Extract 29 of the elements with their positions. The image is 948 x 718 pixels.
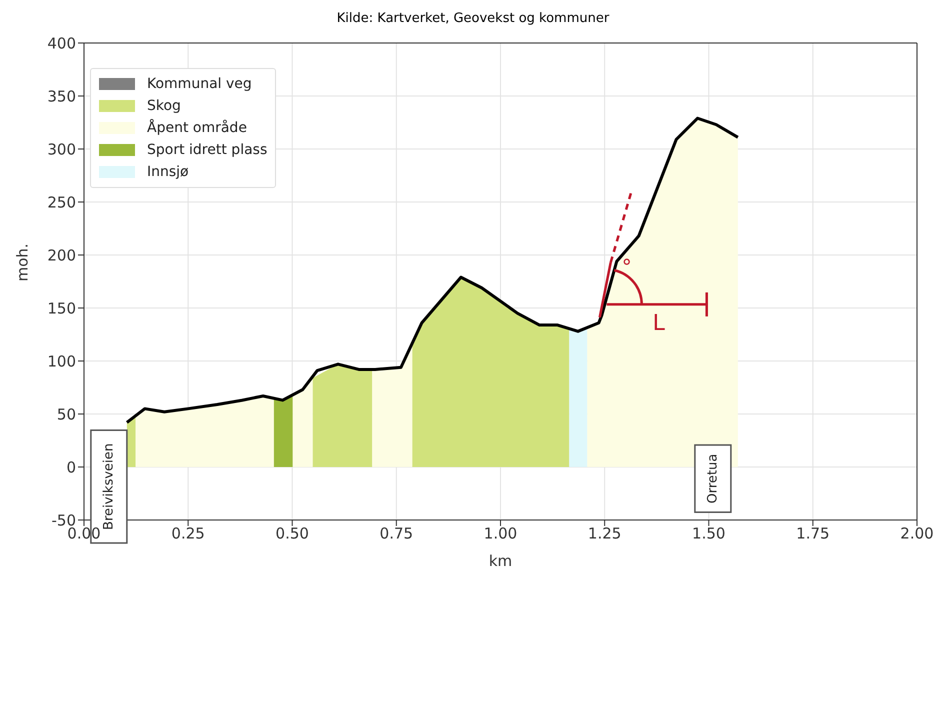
- y-tick-label: 300: [47, 140, 76, 158]
- y-tick-label: 100: [47, 352, 76, 370]
- annotation: Breiviksveien: [101, 443, 116, 530]
- annotation: L: [652, 310, 666, 336]
- x-tick-label: 0.75: [380, 524, 414, 543]
- annotation: °: [622, 254, 632, 278]
- y-tick-label: 150: [47, 299, 76, 318]
- legend-label: Innsjø: [147, 164, 189, 180]
- legend-label: Skog: [147, 98, 181, 114]
- x-tick-label: 2.00: [900, 524, 934, 543]
- y-tick-label: 400: [47, 34, 76, 52]
- legend-label: Kommunal veg: [147, 76, 252, 92]
- x-tick-label: 1.75: [796, 524, 830, 543]
- y-tick-label: 350: [47, 87, 76, 106]
- x-tick-label: 1.50: [692, 524, 726, 543]
- y-axis-title: moh.: [13, 243, 32, 282]
- x-tick-label: 1.25: [588, 524, 622, 543]
- legend-label: Åpent område: [147, 120, 247, 136]
- annotation: Orretua: [705, 454, 720, 504]
- x-axis-title: km: [488, 552, 512, 570]
- y-tick-label: 250: [47, 193, 76, 212]
- chart-title: Kilde: Kartverket, Geovekst og kommuner: [336, 10, 610, 28]
- legend-label: Sport idrett plass: [147, 142, 268, 158]
- y-tick-label: 200: [47, 246, 76, 264]
- x-tick-label: 0.50: [276, 524, 309, 543]
- y-tick-label: 50: [56, 405, 76, 424]
- y-tick-label: 0: [66, 458, 76, 476]
- x-tick-label: 0.25: [171, 524, 205, 543]
- x-tick-label: 1.00: [484, 524, 518, 543]
